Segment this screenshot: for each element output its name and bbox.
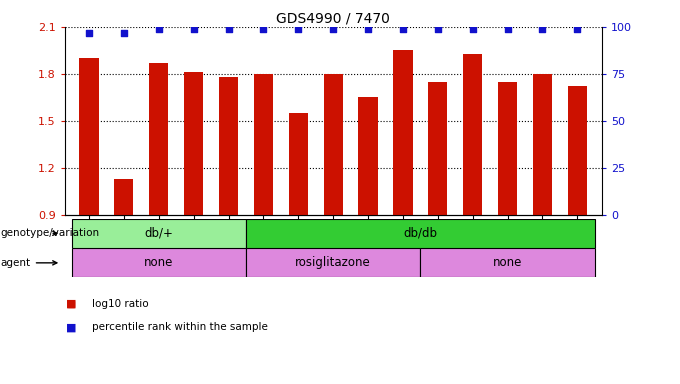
Point: [362, 26, 373, 32]
Bar: [568, 86, 587, 215]
Point: [293, 26, 304, 32]
Point: [328, 26, 339, 32]
Point: [502, 26, 513, 32]
Point: [154, 26, 165, 32]
Text: ■: ■: [66, 322, 77, 332]
Text: rosiglitazone: rosiglitazone: [295, 257, 371, 269]
Text: none: none: [144, 257, 173, 269]
Point: [118, 30, 129, 36]
Point: [537, 26, 548, 32]
Bar: [184, 72, 203, 215]
Bar: [428, 82, 447, 215]
Point: [398, 26, 409, 32]
Point: [467, 26, 478, 32]
Bar: [71, 248, 246, 277]
Text: db/+: db/+: [144, 227, 173, 240]
Bar: [219, 77, 238, 215]
Bar: [114, 179, 133, 215]
Bar: [254, 74, 273, 215]
Bar: [324, 74, 343, 215]
Bar: [149, 63, 169, 215]
Bar: [80, 58, 99, 215]
Bar: [289, 113, 308, 215]
Bar: [393, 50, 413, 215]
Text: agent: agent: [1, 258, 57, 268]
Bar: [533, 74, 552, 215]
Text: percentile rank within the sample: percentile rank within the sample: [92, 322, 268, 332]
Point: [223, 26, 234, 32]
Text: none: none: [493, 257, 522, 269]
Point: [188, 26, 199, 32]
Bar: [420, 248, 595, 277]
Bar: [498, 82, 517, 215]
Bar: [463, 53, 482, 215]
Bar: [71, 219, 246, 248]
Point: [84, 30, 95, 36]
Text: log10 ratio: log10 ratio: [92, 299, 148, 309]
Bar: [246, 219, 595, 248]
Title: GDS4990 / 7470: GDS4990 / 7470: [276, 12, 390, 26]
Point: [432, 26, 443, 32]
Text: genotype/variation: genotype/variation: [1, 228, 100, 238]
Point: [572, 26, 583, 32]
Bar: [246, 248, 420, 277]
Bar: [358, 98, 377, 215]
Text: db/db: db/db: [403, 227, 437, 240]
Text: ■: ■: [66, 299, 77, 309]
Point: [258, 26, 269, 32]
